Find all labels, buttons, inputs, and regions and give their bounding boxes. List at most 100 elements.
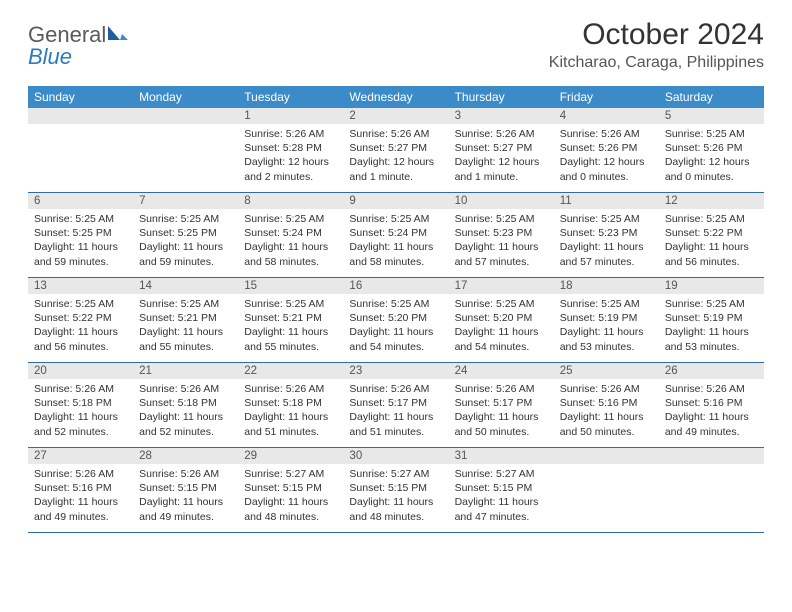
sunset-text: Sunset: 5:16 PM bbox=[665, 396, 758, 410]
day-details: Sunrise: 5:26 AMSunset: 5:16 PMDaylight:… bbox=[554, 379, 659, 443]
calendar-cell: 21Sunrise: 5:26 AMSunset: 5:18 PMDayligh… bbox=[133, 363, 238, 448]
calendar-cell: 17Sunrise: 5:25 AMSunset: 5:20 PMDayligh… bbox=[449, 278, 554, 363]
sunset-text: Sunset: 5:15 PM bbox=[139, 481, 232, 495]
sunset-text: Sunset: 5:18 PM bbox=[244, 396, 337, 410]
sunset-text: Sunset: 5:20 PM bbox=[455, 311, 548, 325]
day-details: Sunrise: 5:26 AMSunset: 5:18 PMDaylight:… bbox=[28, 379, 133, 443]
calendar-cell: 25Sunrise: 5:26 AMSunset: 5:16 PMDayligh… bbox=[554, 363, 659, 448]
sunrise-text: Sunrise: 5:25 AM bbox=[665, 297, 758, 311]
title-block: October 2024 Kitcharao, Caraga, Philippi… bbox=[549, 18, 764, 72]
sunrise-text: Sunrise: 5:26 AM bbox=[560, 382, 653, 396]
day-details: Sunrise: 5:25 AMSunset: 5:24 PMDaylight:… bbox=[343, 209, 448, 273]
day-number: 10 bbox=[449, 193, 554, 209]
sunrise-text: Sunrise: 5:26 AM bbox=[455, 127, 548, 141]
daylight-text: Daylight: 11 hours and 47 minutes. bbox=[455, 495, 548, 523]
daylight-text: Daylight: 11 hours and 48 minutes. bbox=[349, 495, 442, 523]
day-number: 26 bbox=[659, 363, 764, 379]
calendar-cell: 20Sunrise: 5:26 AMSunset: 5:18 PMDayligh… bbox=[28, 363, 133, 448]
sunrise-text: Sunrise: 5:25 AM bbox=[665, 127, 758, 141]
calendar-body: 1Sunrise: 5:26 AMSunset: 5:28 PMDaylight… bbox=[28, 108, 764, 533]
calendar-cell: 26Sunrise: 5:26 AMSunset: 5:16 PMDayligh… bbox=[659, 363, 764, 448]
daylight-text: Daylight: 11 hours and 57 minutes. bbox=[455, 240, 548, 268]
sunset-text: Sunset: 5:28 PM bbox=[244, 141, 337, 155]
day-number bbox=[554, 448, 659, 464]
sunrise-text: Sunrise: 5:26 AM bbox=[139, 382, 232, 396]
day-details: Sunrise: 5:25 AMSunset: 5:21 PMDaylight:… bbox=[133, 294, 238, 358]
day-number bbox=[133, 108, 238, 124]
sunrise-text: Sunrise: 5:27 AM bbox=[455, 467, 548, 481]
day-details: Sunrise: 5:25 AMSunset: 5:25 PMDaylight:… bbox=[28, 209, 133, 273]
page-title: October 2024 bbox=[549, 18, 764, 52]
day-number: 23 bbox=[343, 363, 448, 379]
sunrise-text: Sunrise: 5:25 AM bbox=[244, 212, 337, 226]
calendar-cell: 4Sunrise: 5:26 AMSunset: 5:26 PMDaylight… bbox=[554, 108, 659, 193]
brand-name: General Blue bbox=[28, 24, 128, 68]
calendar-cell: 28Sunrise: 5:26 AMSunset: 5:15 PMDayligh… bbox=[133, 448, 238, 533]
day-details: Sunrise: 5:25 AMSunset: 5:22 PMDaylight:… bbox=[28, 294, 133, 358]
day-number: 19 bbox=[659, 278, 764, 294]
sunrise-text: Sunrise: 5:25 AM bbox=[560, 212, 653, 226]
sunset-text: Sunset: 5:24 PM bbox=[244, 226, 337, 240]
calendar-cell: 23Sunrise: 5:26 AMSunset: 5:17 PMDayligh… bbox=[343, 363, 448, 448]
sunset-text: Sunset: 5:19 PM bbox=[665, 311, 758, 325]
day-number: 28 bbox=[133, 448, 238, 464]
sunrise-text: Sunrise: 5:25 AM bbox=[34, 212, 127, 226]
day-details: Sunrise: 5:25 AMSunset: 5:20 PMDaylight:… bbox=[343, 294, 448, 358]
daylight-text: Daylight: 11 hours and 57 minutes. bbox=[560, 240, 653, 268]
day-number: 2 bbox=[343, 108, 448, 124]
calendar-cell: 18Sunrise: 5:25 AMSunset: 5:19 PMDayligh… bbox=[554, 278, 659, 363]
day-number: 30 bbox=[343, 448, 448, 464]
day-number: 18 bbox=[554, 278, 659, 294]
day-number: 8 bbox=[238, 193, 343, 209]
calendar-week-row: 6Sunrise: 5:25 AMSunset: 5:25 PMDaylight… bbox=[28, 193, 764, 278]
daylight-text: Daylight: 11 hours and 54 minutes. bbox=[349, 325, 442, 353]
daylight-text: Daylight: 11 hours and 50 minutes. bbox=[560, 410, 653, 438]
day-details: Sunrise: 5:26 AMSunset: 5:26 PMDaylight:… bbox=[554, 124, 659, 188]
sunrise-text: Sunrise: 5:26 AM bbox=[349, 127, 442, 141]
daylight-text: Daylight: 11 hours and 59 minutes. bbox=[34, 240, 127, 268]
day-number: 24 bbox=[449, 363, 554, 379]
day-details: Sunrise: 5:25 AMSunset: 5:20 PMDaylight:… bbox=[449, 294, 554, 358]
sunrise-text: Sunrise: 5:27 AM bbox=[349, 467, 442, 481]
day-details: Sunrise: 5:26 AMSunset: 5:27 PMDaylight:… bbox=[449, 124, 554, 188]
sunset-text: Sunset: 5:27 PM bbox=[349, 141, 442, 155]
calendar-cell: 13Sunrise: 5:25 AMSunset: 5:22 PMDayligh… bbox=[28, 278, 133, 363]
sunrise-text: Sunrise: 5:26 AM bbox=[349, 382, 442, 396]
daylight-text: Daylight: 11 hours and 53 minutes. bbox=[665, 325, 758, 353]
daylight-text: Daylight: 12 hours and 2 minutes. bbox=[244, 155, 337, 183]
daylight-text: Daylight: 11 hours and 52 minutes. bbox=[34, 410, 127, 438]
sunrise-text: Sunrise: 5:26 AM bbox=[665, 382, 758, 396]
calendar-cell bbox=[28, 108, 133, 193]
day-number: 22 bbox=[238, 363, 343, 379]
weekday-header: Friday bbox=[554, 86, 659, 108]
daylight-text: Daylight: 12 hours and 0 minutes. bbox=[560, 155, 653, 183]
sunrise-text: Sunrise: 5:25 AM bbox=[139, 297, 232, 311]
calendar-week-row: 20Sunrise: 5:26 AMSunset: 5:18 PMDayligh… bbox=[28, 363, 764, 448]
sunset-text: Sunset: 5:23 PM bbox=[455, 226, 548, 240]
day-details: Sunrise: 5:25 AMSunset: 5:21 PMDaylight:… bbox=[238, 294, 343, 358]
day-number: 17 bbox=[449, 278, 554, 294]
sunrise-text: Sunrise: 5:25 AM bbox=[34, 297, 127, 311]
calendar-cell: 24Sunrise: 5:26 AMSunset: 5:17 PMDayligh… bbox=[449, 363, 554, 448]
daylight-text: Daylight: 11 hours and 49 minutes. bbox=[139, 495, 232, 523]
sunrise-text: Sunrise: 5:25 AM bbox=[139, 212, 232, 226]
day-details: Sunrise: 5:26 AMSunset: 5:15 PMDaylight:… bbox=[133, 464, 238, 528]
sunset-text: Sunset: 5:21 PM bbox=[244, 311, 337, 325]
day-number: 4 bbox=[554, 108, 659, 124]
day-number: 11 bbox=[554, 193, 659, 209]
sunrise-text: Sunrise: 5:25 AM bbox=[455, 212, 548, 226]
calendar-week-row: 1Sunrise: 5:26 AMSunset: 5:28 PMDaylight… bbox=[28, 108, 764, 193]
day-details: Sunrise: 5:26 AMSunset: 5:18 PMDaylight:… bbox=[238, 379, 343, 443]
day-number: 16 bbox=[343, 278, 448, 294]
sunrise-text: Sunrise: 5:27 AM bbox=[244, 467, 337, 481]
daylight-text: Daylight: 11 hours and 58 minutes. bbox=[349, 240, 442, 268]
calendar-table: Sunday Monday Tuesday Wednesday Thursday… bbox=[28, 86, 764, 533]
day-number: 29 bbox=[238, 448, 343, 464]
day-number: 1 bbox=[238, 108, 343, 124]
weekday-header: Sunday bbox=[28, 86, 133, 108]
daylight-text: Daylight: 11 hours and 55 minutes. bbox=[139, 325, 232, 353]
day-number: 5 bbox=[659, 108, 764, 124]
calendar-week-row: 27Sunrise: 5:26 AMSunset: 5:16 PMDayligh… bbox=[28, 448, 764, 533]
day-details: Sunrise: 5:27 AMSunset: 5:15 PMDaylight:… bbox=[449, 464, 554, 528]
sunset-text: Sunset: 5:26 PM bbox=[665, 141, 758, 155]
